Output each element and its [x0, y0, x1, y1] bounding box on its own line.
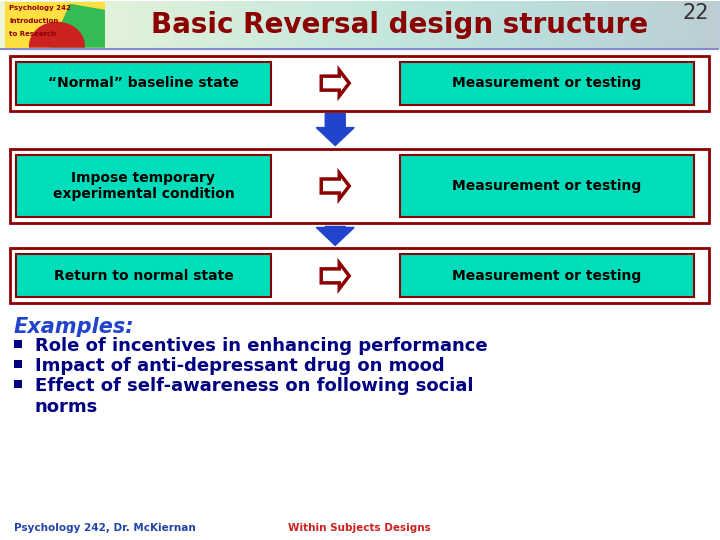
Text: Measurement or testing: Measurement or testing — [452, 269, 642, 283]
Polygon shape — [316, 113, 354, 146]
Polygon shape — [321, 70, 349, 96]
FancyBboxPatch shape — [400, 154, 695, 218]
Text: Within Subjects Designs: Within Subjects Designs — [288, 523, 431, 533]
FancyBboxPatch shape — [400, 254, 695, 298]
Polygon shape — [50, 4, 105, 48]
Bar — [14, 360, 22, 368]
FancyBboxPatch shape — [10, 248, 709, 303]
FancyBboxPatch shape — [16, 254, 271, 298]
FancyBboxPatch shape — [400, 62, 695, 105]
FancyBboxPatch shape — [10, 148, 709, 224]
Polygon shape — [316, 226, 354, 245]
Polygon shape — [29, 22, 85, 48]
Text: Effect of self-awareness on following social
norms: Effect of self-awareness on following so… — [35, 377, 474, 416]
Text: to Research: to Research — [9, 31, 56, 37]
Text: “Normal” baseline state: “Normal” baseline state — [48, 76, 239, 90]
Bar — [14, 340, 22, 348]
Bar — [5, 2, 105, 48]
Text: Role of incentives in enhancing performance: Role of incentives in enhancing performa… — [35, 338, 487, 355]
FancyBboxPatch shape — [16, 62, 271, 105]
Text: Measurement or testing: Measurement or testing — [452, 179, 642, 193]
Polygon shape — [321, 263, 349, 289]
FancyBboxPatch shape — [16, 154, 271, 218]
Text: Examples:: Examples: — [14, 318, 135, 338]
Text: Basic Reversal design structure: Basic Reversal design structure — [151, 11, 648, 39]
Bar — [0, 1, 719, 49]
Text: Psychology 242: Psychology 242 — [9, 5, 71, 11]
Text: 22: 22 — [683, 3, 709, 23]
Text: Impose temporary
experimental condition: Impose temporary experimental condition — [53, 171, 234, 201]
Text: Introduction: Introduction — [9, 18, 58, 24]
Text: Impact of anti-depressant drug on mood: Impact of anti-depressant drug on mood — [35, 357, 444, 375]
Polygon shape — [321, 173, 349, 199]
Bar — [14, 380, 22, 388]
Text: Psychology 242, Dr. McKiernan: Psychology 242, Dr. McKiernan — [14, 523, 196, 533]
FancyBboxPatch shape — [10, 56, 709, 111]
Text: Return to normal state: Return to normal state — [53, 269, 233, 283]
Text: Measurement or testing: Measurement or testing — [452, 76, 642, 90]
